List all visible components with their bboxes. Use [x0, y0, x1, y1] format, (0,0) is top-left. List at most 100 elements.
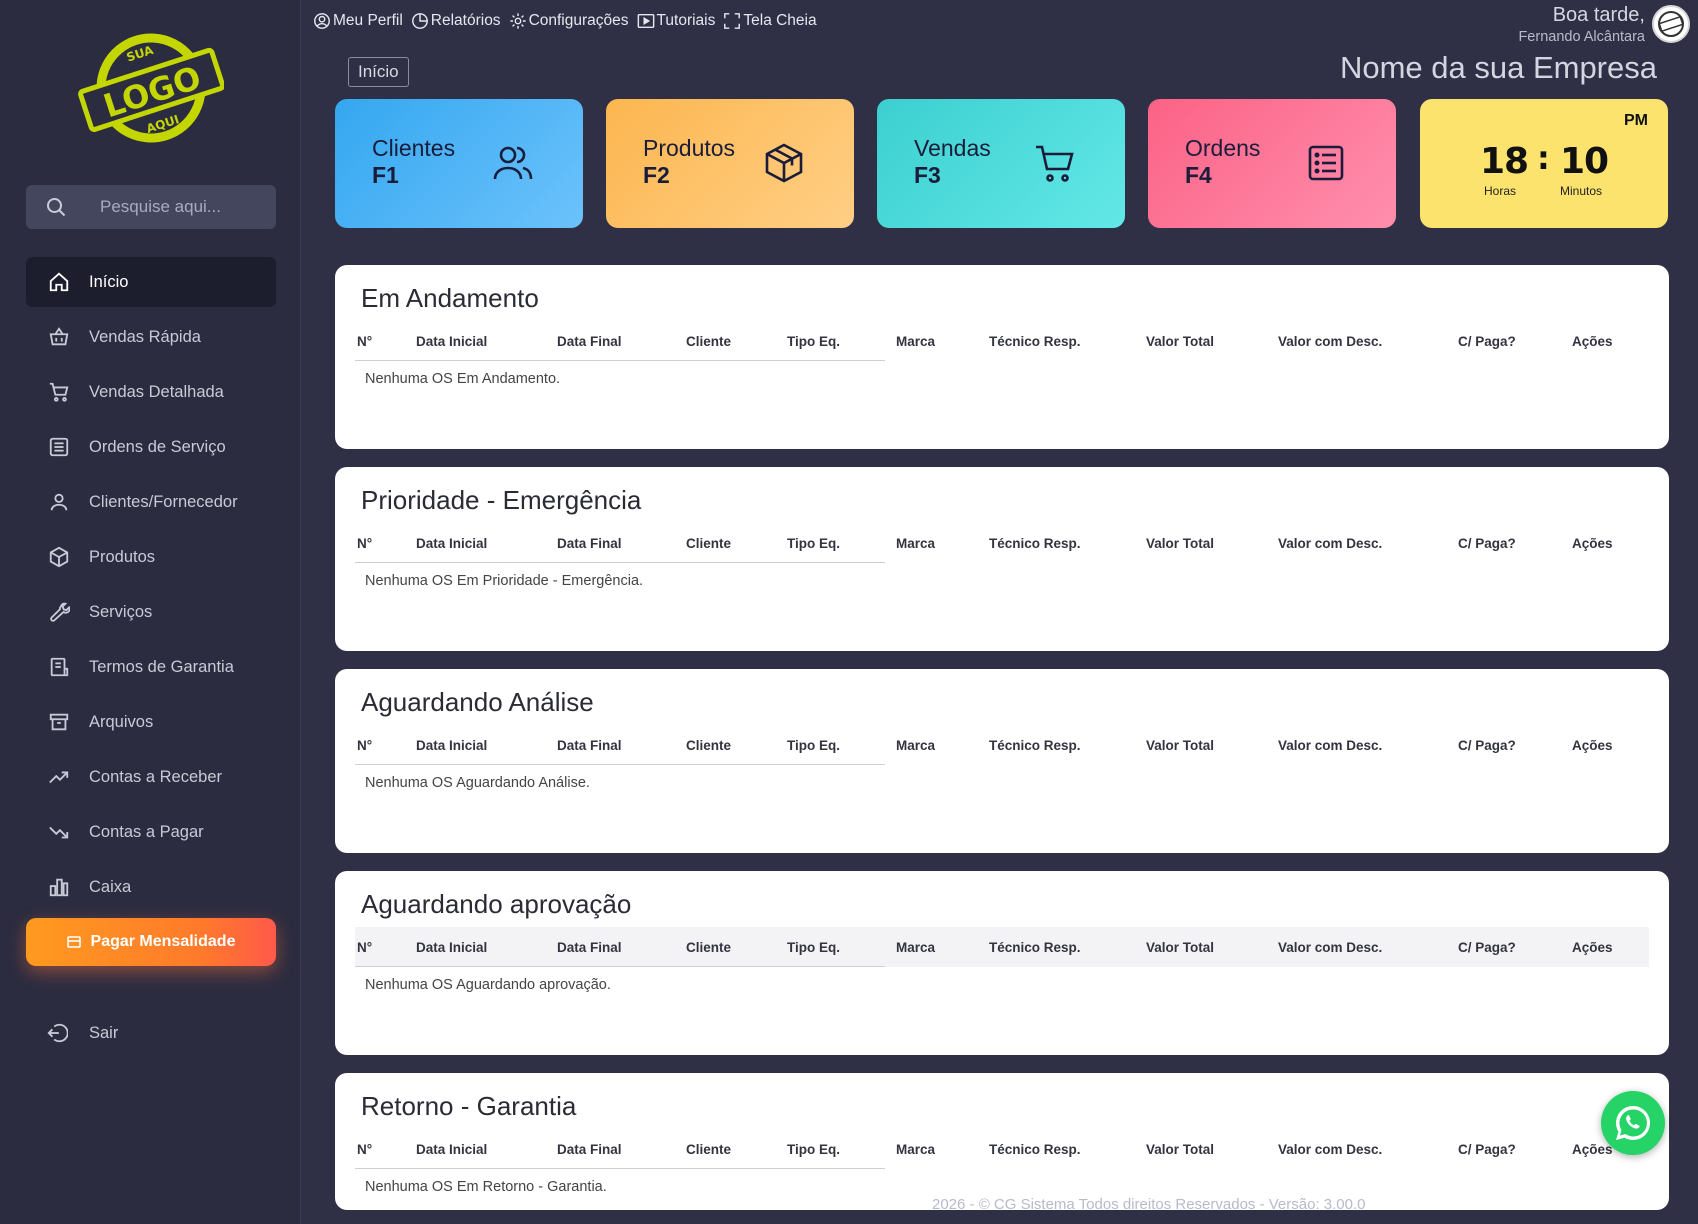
table-column-header[interactable]: Data Final: [557, 738, 622, 753]
table-column-header[interactable]: Valor Total: [1146, 536, 1215, 551]
sidebar-item-vendas-detalhada[interactable]: Vendas Detalhada: [26, 367, 276, 417]
sidebar-item-ordens-servico[interactable]: Ordens de Serviço: [26, 422, 276, 472]
sidebar-item-label: Serviços: [89, 602, 153, 621]
table-column-header[interactable]: Valor com Desc.: [1278, 536, 1383, 551]
logout-button[interactable]: Sair: [26, 1009, 276, 1057]
topnav-reports[interactable]: Relatórios: [411, 12, 501, 30]
table-column-header[interactable]: Valor com Desc.: [1278, 940, 1383, 955]
table-column-header[interactable]: Valor Total: [1146, 738, 1215, 753]
table-column-header[interactable]: Marca: [896, 334, 936, 349]
table-column-header[interactable]: Tipo Eq.: [787, 738, 840, 753]
table-column-header[interactable]: Cliente: [686, 334, 732, 349]
table-column-header[interactable]: N°: [357, 1142, 373, 1157]
table-column-header[interactable]: Ações: [1572, 940, 1613, 955]
wrench-icon: [48, 601, 70, 623]
table-column-header[interactable]: Ações: [1572, 738, 1613, 753]
table-column-header[interactable]: Tipo Eq.: [787, 536, 840, 551]
table-column-header[interactable]: N°: [357, 738, 373, 753]
table-column-header[interactable]: C/ Paga?: [1458, 738, 1516, 753]
sidebar-item-inicio[interactable]: Início: [26, 257, 276, 307]
breadcrumb[interactable]: Início: [348, 57, 409, 87]
table-column-header[interactable]: Data Inicial: [416, 334, 488, 349]
sidebar-item-label: Vendas Rápida: [89, 327, 201, 346]
topnav-fullscreen[interactable]: Tela Cheia: [723, 12, 817, 30]
table-column-header[interactable]: Ações: [1572, 536, 1613, 551]
search-input[interactable]: [100, 197, 260, 217]
table-column-header[interactable]: Cliente: [686, 940, 732, 955]
avatar[interactable]: [1652, 5, 1690, 43]
table-column-header[interactable]: Cliente: [686, 536, 732, 551]
list-icon: [1308, 145, 1344, 181]
table-column-header[interactable]: Técnico Resp.: [989, 1142, 1081, 1157]
table-column-header[interactable]: Valor com Desc.: [1278, 334, 1383, 349]
os-panel: Aguardando Análise N° Data Inicial Data Fin…: [335, 669, 1669, 853]
table-column-header[interactable]: Ações: [1572, 1142, 1613, 1157]
topnav-tutorials[interactable]: Tutoriais: [637, 12, 715, 30]
header-divider: [355, 562, 885, 563]
table-column-header[interactable]: Marca: [896, 738, 936, 753]
sidebar-item-contas-receber[interactable]: Contas a Receber: [26, 752, 276, 802]
table-column-header[interactable]: Tipo Eq.: [787, 940, 840, 955]
empty-message: Nenhuma OS Aguardando aprovação.: [365, 977, 611, 993]
sidebar-item-clientes[interactable]: Clientes/Fornecedor: [26, 477, 276, 527]
table-column-header[interactable]: Data Inicial: [416, 940, 488, 955]
document-icon: [48, 656, 70, 678]
card-shortcut: F2: [643, 162, 670, 188]
search-box[interactable]: [26, 185, 276, 229]
table-column-header[interactable]: C/ Paga?: [1458, 536, 1516, 551]
sidebar-item-vendas-rapida[interactable]: Vendas Rápida: [26, 312, 276, 362]
card-clientes[interactable]: Clientes F1: [335, 99, 583, 228]
table-column-header[interactable]: Marca: [896, 1142, 936, 1157]
list-icon: [48, 436, 70, 458]
table-column-header[interactable]: Data Final: [557, 334, 622, 349]
table-column-header[interactable]: Técnico Resp.: [989, 334, 1081, 349]
table-column-header[interactable]: N°: [357, 536, 373, 551]
table-column-header[interactable]: Tipo Eq.: [787, 1142, 840, 1157]
table-column-header[interactable]: C/ Paga?: [1458, 1142, 1516, 1157]
table-column-header[interactable]: Técnico Resp.: [989, 738, 1081, 753]
clock-separator: :: [1537, 139, 1550, 177]
table-column-header[interactable]: Técnico Resp.: [989, 536, 1081, 551]
pay-subscription-button[interactable]: Pagar Mensalidade: [26, 918, 276, 966]
card-vendas[interactable]: Vendas F3: [877, 99, 1125, 228]
card-ordens[interactable]: Ordens F4: [1148, 99, 1396, 228]
empty-message: Nenhuma OS Em Andamento.: [365, 371, 561, 387]
whatsapp-button[interactable]: [1601, 1091, 1665, 1155]
footer: 2026 - © CG Sistema Todos direitos Reser…: [932, 1196, 1366, 1213]
sidebar-item-produtos[interactable]: Produtos: [26, 532, 276, 582]
sidebar-item-servicos[interactable]: Serviços: [26, 587, 276, 637]
table-column-header[interactable]: Data Inicial: [416, 536, 488, 551]
topnav-settings[interactable]: Configurações: [509, 12, 629, 30]
sidebar-item-termos[interactable]: Termos de Garantia: [26, 642, 276, 692]
table-column-header[interactable]: C/ Paga?: [1458, 334, 1516, 349]
table-column-header[interactable]: Técnico Resp.: [989, 940, 1081, 955]
whatsapp-icon: [1616, 1106, 1651, 1140]
sidebar-item-contas-pagar[interactable]: Contas a Pagar: [26, 807, 276, 857]
table-column-header[interactable]: Data Final: [557, 536, 622, 551]
table-column-header[interactable]: Cliente: [686, 1142, 732, 1157]
table-column-header[interactable]: Valor Total: [1146, 334, 1215, 349]
table-column-header[interactable]: Valor com Desc.: [1278, 738, 1383, 753]
table-column-header[interactable]: C/ Paga?: [1458, 940, 1516, 955]
table-column-header[interactable]: Cliente: [686, 738, 732, 753]
table-column-header[interactable]: Valor Total: [1146, 1142, 1215, 1157]
topnav-profile[interactable]: Meu Perfil: [313, 12, 403, 30]
cart-icon: [48, 381, 70, 403]
table-column-header[interactable]: Data Inicial: [416, 1142, 488, 1157]
card-produtos[interactable]: Produtos F2: [606, 99, 854, 228]
table-column-header[interactable]: Data Final: [557, 1142, 622, 1157]
table-column-header[interactable]: N°: [357, 940, 373, 955]
table-column-header[interactable]: Valor Total: [1146, 940, 1215, 955]
table-column-header[interactable]: Valor com Desc.: [1278, 1142, 1383, 1157]
table-column-header[interactable]: Ações: [1572, 334, 1613, 349]
sidebar-item-caixa[interactable]: Caixa: [26, 862, 276, 912]
table-column-header[interactable]: N°: [357, 334, 373, 349]
sidebar-item-arquivos[interactable]: Arquivos: [26, 697, 276, 747]
table-column-header[interactable]: Marca: [896, 940, 936, 955]
pay-subscription-label: Pagar Mensalidade: [90, 933, 236, 950]
table-column-header[interactable]: Data Inicial: [416, 738, 488, 753]
table-column-header[interactable]: Tipo Eq.: [787, 334, 840, 349]
table-column-header[interactable]: Marca: [896, 536, 936, 551]
os-panel: Aguardando aprovação N° Data Inicial Data F…: [335, 871, 1669, 1055]
table-column-header[interactable]: Data Final: [557, 940, 622, 955]
